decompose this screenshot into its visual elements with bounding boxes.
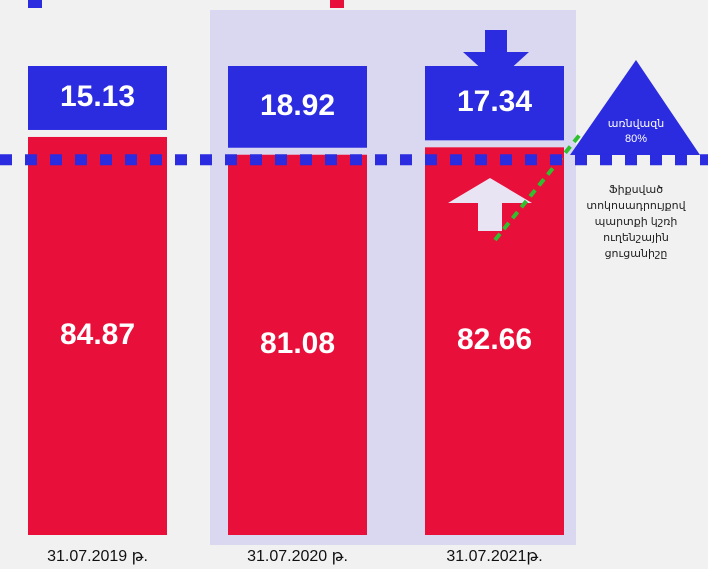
trend-line: [493, 130, 584, 242]
legend-swatch: [330, 0, 344, 8]
value-label: 81.08: [260, 327, 335, 360]
down-arrow: [463, 30, 529, 82]
value-label: 82.66: [457, 323, 532, 356]
bar-segment: [28, 66, 167, 130]
triangle: [570, 60, 700, 155]
annotation: ցուցանիշը: [605, 248, 668, 260]
value-label: 18.92: [260, 89, 335, 122]
value-label: 15.13: [60, 80, 135, 113]
annotation: ուղենշային: [603, 232, 669, 244]
value-label: 84.87: [60, 318, 135, 351]
annotation: 80%: [625, 133, 647, 145]
x-tick-label: 31.07.2019 թ.: [47, 548, 148, 565]
up-arrow: [448, 178, 532, 231]
bar-segment: [28, 136, 167, 535]
annotation: տոկոսադրույքով: [586, 200, 686, 212]
annotation: առնվազն: [608, 118, 664, 130]
value-label: 17.34: [457, 85, 532, 118]
x-tick-label: 31.07.2021թ.: [446, 548, 542, 565]
annotation: Ֆիքսված: [609, 184, 663, 196]
annotation: պարտքի կշռի: [595, 216, 678, 228]
legend-swatch: [28, 0, 42, 8]
bar-segment: [228, 154, 367, 535]
x-tick-label: 31.07.2020 թ.: [247, 548, 348, 565]
bar-segment: [228, 66, 367, 148]
